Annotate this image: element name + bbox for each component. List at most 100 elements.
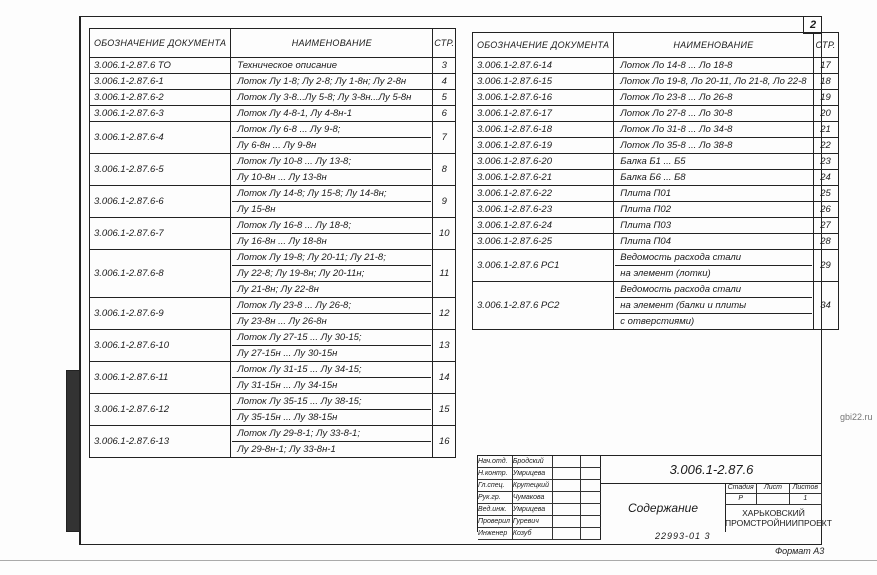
row-name: Лоток Лу 19-8; Лу 20-11; Лу 21-8; Лу 22-8… <box>230 249 434 298</box>
table-row: 3.006.1-2.87.6-7 Лоток Лу 16-8 ... Лу 18-… <box>88 217 457 250</box>
table-row: 3.006.1-2.87.6-5 Лоток Лу 10-8 ... Лу 13-… <box>88 153 457 186</box>
row-name: Лоток Лу 6-8 ... Лу 9-8; Лу 6-8н ... Лу 9… <box>230 121 434 154</box>
row-name: Плита П03 <box>613 217 814 234</box>
name-line: Лоток Лу 1-8; Лу 2-8; Лу 1-8н; Лу 2-8н <box>237 76 407 87</box>
name-line: Лоток Лу 23-8 ... Лу 26-8; <box>232 298 432 314</box>
inventory-number: 22993-01 3 <box>655 531 711 541</box>
row-name: Лоток Лу 23-8 ... Лу 26-8; Лу 23-8н ... Л… <box>230 297 434 330</box>
name-line: Ведомость расхода стали <box>615 250 812 266</box>
row-page: 7 <box>432 121 457 154</box>
signature-date <box>581 468 601 479</box>
row-page: 28 <box>812 233 839 250</box>
row-designation: 3.006.1-2.87.6-5 <box>88 153 232 186</box>
name-line: Лоток Ло 27-8 ... Ло 30-8 <box>620 108 733 119</box>
table-row: 3.006.1-2.87.6-20 Балка Б1 ... Б5 23 <box>471 153 839 170</box>
name-line: Лоток Ло 31-8 ... Ло 34-8 <box>620 124 733 135</box>
row-page: 24 <box>812 169 839 186</box>
signature-mark <box>553 480 581 491</box>
name-line: Лоток Лу 4-8-1, Лу 4-8н-1 <box>237 108 352 119</box>
row-page: 29 <box>812 249 839 282</box>
name-line: Лу 16-8н ... Лу 18-8н <box>237 236 327 247</box>
row-name: Балка Б6 ... Б8 <box>613 169 814 186</box>
row-designation: 3.006.1-2.87.6-20 <box>471 153 615 170</box>
format-label: Формат А3 <box>775 546 825 556</box>
contents-table-left: Обозначение документа Наименование Стр. … <box>88 28 457 458</box>
signature-date <box>581 516 601 527</box>
row-designation: 3.006.1-2.87.6-19 <box>471 137 615 154</box>
row-name: Лоток Лу 29-8-1; Лу 33-8-1; Лу 29-8н-1; Л… <box>230 425 434 458</box>
row-name: Лоток Ло 31-8 ... Ло 34-8 <box>613 121 814 138</box>
signature-name: Гуревич <box>513 516 553 527</box>
row-designation: 3.006.1-2.87.6-21 <box>471 169 615 186</box>
table-row: 3.006.1-2.87.6-24 Плита П03 27 <box>471 217 839 234</box>
name-line: Лоток Ло 23-8 ... Ло 26-8 <box>620 92 733 103</box>
row-name: Лоток Лу 3-8...Лу 5-8; Лу 3-8н...Лу 5-8н <box>230 89 434 106</box>
row-designation: 3.006.1-2.87.6-7 <box>88 217 232 250</box>
table-row: 3.006.1-2.87.6 ТО Техническое описание 3 <box>88 57 457 74</box>
row-name: Лоток Ло 23-8 ... Ло 26-8 <box>613 89 814 106</box>
sheets-value: 1 <box>790 494 822 504</box>
signature-row: Нач.отд. Бродский <box>478 456 601 468</box>
signature-mark <box>553 516 581 527</box>
signature-name: Умрицева <box>513 468 553 479</box>
row-page: 18 <box>812 73 839 90</box>
row-page: 6 <box>432 105 457 122</box>
row-designation: 3.006.1-2.87.6-10 <box>88 329 232 362</box>
row-designation: 3.006.1-2.87.6-17 <box>471 105 615 122</box>
header-name: Наименование <box>230 28 434 58</box>
row-page: 25 <box>812 185 839 202</box>
table-row: 3.006.1-2.87.6-10 Лоток Лу 27-15 ... Лу 3… <box>88 329 457 362</box>
row-designation: 3.006.1-2.87.6-8 <box>88 249 232 298</box>
row-page: 9 <box>432 185 457 218</box>
signature-row: Н.контр. Умрицева <box>478 468 601 480</box>
table-row: 3.006.1-2.87.6-1 Лоток Лу 1-8; Лу 2-8; Лу… <box>88 73 457 90</box>
signature-role: Вед.инж. <box>478 504 513 515</box>
signature-date <box>581 504 601 515</box>
table-row: 3.006.1-2.87.6-23 Плита П02 26 <box>471 201 839 218</box>
row-designation: 3.006.1-2.87.6-23 <box>471 201 615 218</box>
sheets-header: Листов <box>790 483 822 493</box>
signature-date <box>581 480 601 491</box>
row-name: Лоток Лу 4-8-1, Лу 4-8н-1 <box>230 105 434 122</box>
row-page: 16 <box>432 425 457 458</box>
name-line: на элемент (лотки) <box>620 268 711 279</box>
name-line: на элемент (балки и плиты <box>615 298 812 314</box>
table-row: 3.006.1-2.87.6 РС2 Ведомость расхода стал… <box>471 281 839 330</box>
row-page: 14 <box>432 361 457 394</box>
row-designation: 3.006.1-2.87.6 РС1 <box>471 249 615 282</box>
row-designation: 3.006.1-2.87.6-1 <box>88 73 232 90</box>
signature-name: Умрицева <box>513 504 553 515</box>
signature-table: Нач.отд. Бродский Н.контр. Умрицева Гл.спец.… <box>478 456 601 540</box>
stage-value: Р <box>725 494 758 504</box>
row-name: Лоток Лу 16-8 ... Лу 18-8; Лу 16-8н ... Л… <box>230 217 434 250</box>
sheet-header: Лист <box>757 483 790 493</box>
name-line: Балка Б6 ... Б8 <box>620 172 686 183</box>
sheet-title: Содержание <box>601 483 726 532</box>
organization: ХАРЬКОВСКИЙ ПРОМСТРОЙНИИПРОЕКТ <box>725 503 832 532</box>
row-page: 20 <box>812 105 839 122</box>
signature-mark <box>553 456 581 467</box>
bottom-edge <box>0 560 877 561</box>
name-line: Лоток Лу 35-15 ... Лу 38-15; <box>232 394 432 410</box>
row-name: Плита П02 <box>613 201 814 218</box>
row-designation: 3.006.1-2.87.6-12 <box>88 393 232 426</box>
row-page: 17 <box>812 57 839 74</box>
signature-role: Рук.гр. <box>478 492 513 503</box>
header-designation: Обозначение документа <box>88 28 232 58</box>
stage-header: Стадия <box>725 483 758 493</box>
name-line: Лу 27-15н ... Лу 30-15н <box>237 348 338 359</box>
signature-role: Проверил <box>478 516 513 527</box>
header-page: Стр. <box>432 28 457 58</box>
name-line: Балка Б1 ... Б5 <box>620 156 686 167</box>
row-name: Лоток Лу 14-8; Лу 15-8; Лу 14-8н; Лу 15-8… <box>230 185 434 218</box>
name-line: Лу 23-8н ... Лу 26-8н <box>237 316 327 327</box>
row-designation: 3.006.1-2.87.6-24 <box>471 217 615 234</box>
name-line: Плита П01 <box>620 188 672 199</box>
table-row: 3.006.1-2.87.6-17 Лоток Ло 27-8 ... Ло 30… <box>471 105 839 122</box>
header-designation: Обозначение документа <box>471 32 615 58</box>
row-page: 26 <box>812 201 839 218</box>
signature-role: Нач.отд. <box>478 456 513 467</box>
name-line: Лоток Лу 3-8...Лу 5-8; Лу 3-8н...Лу 5-8н <box>237 92 412 103</box>
name-line: Лоток Лу 19-8; Лу 20-11; Лу 21-8; <box>232 250 432 266</box>
